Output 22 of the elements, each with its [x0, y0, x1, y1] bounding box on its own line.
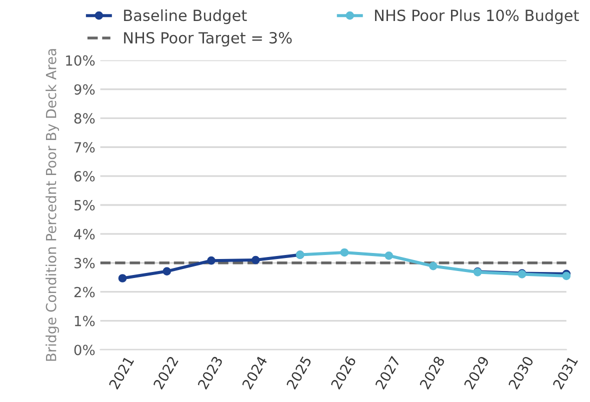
point — [384, 252, 394, 260]
y-tick-label: 7% — [74, 142, 95, 153]
y-tick-label: 0% — [74, 344, 95, 356]
legend-label: NHS Poor Plus 10% Budget — [375, 9, 579, 24]
y-tick-label: 3% — [74, 258, 95, 268]
y-tick-label: 10% — [66, 55, 95, 66]
y-tick-label: 9% — [74, 84, 95, 95]
point — [162, 267, 172, 276]
point — [252, 256, 260, 264]
y-tick-label: 6% — [74, 171, 95, 182]
y-tick-label: 5% — [74, 200, 95, 210]
legend-label: NHS Poor Target = 3% — [124, 32, 292, 47]
legend-label: Baseline Budget — [124, 9, 247, 24]
point — [429, 262, 438, 270]
point — [207, 256, 216, 265]
y-tick-label: 1% — [74, 316, 95, 326]
y-axis-title: Bridge Condition Percednt Poor By Deck Area — [46, 49, 60, 361]
y-tick-label: 4% — [74, 228, 95, 240]
point — [118, 274, 127, 282]
y-tick-label: 2% — [74, 286, 95, 298]
y-tick-label: 8% — [74, 113, 95, 124]
point — [340, 248, 349, 257]
